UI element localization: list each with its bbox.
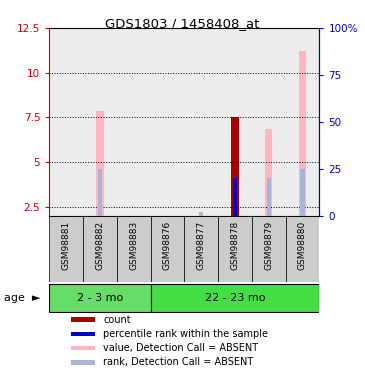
Text: percentile rank within the sample: percentile rank within the sample bbox=[103, 329, 268, 339]
Bar bbox=[233, 178, 237, 216]
Bar bbox=[218, 28, 252, 216]
Bar bbox=[83, 216, 117, 282]
Bar bbox=[71, 332, 95, 336]
Text: rank, Detection Call = ABSENT: rank, Detection Call = ABSENT bbox=[103, 357, 254, 367]
Text: GSM98883: GSM98883 bbox=[129, 221, 138, 270]
Bar bbox=[252, 28, 286, 216]
Bar bbox=[231, 117, 239, 216]
Bar bbox=[184, 28, 218, 216]
Bar bbox=[71, 346, 95, 351]
Bar bbox=[299, 51, 306, 216]
Text: GSM98878: GSM98878 bbox=[230, 221, 239, 270]
Bar bbox=[96, 111, 104, 216]
Bar bbox=[71, 317, 95, 322]
Bar bbox=[286, 216, 319, 282]
Bar bbox=[267, 178, 271, 216]
Bar bbox=[83, 28, 117, 216]
Bar bbox=[150, 28, 184, 216]
Bar bbox=[71, 360, 95, 364]
Bar bbox=[218, 216, 252, 282]
Text: count: count bbox=[103, 315, 131, 325]
Text: GSM98879: GSM98879 bbox=[264, 221, 273, 270]
Bar bbox=[150, 216, 184, 282]
Bar bbox=[265, 129, 272, 216]
Text: value, Detection Call = ABSENT: value, Detection Call = ABSENT bbox=[103, 343, 258, 353]
Text: 22 - 23 mo: 22 - 23 mo bbox=[205, 293, 265, 303]
Text: GSM98882: GSM98882 bbox=[95, 221, 104, 270]
Bar bbox=[49, 284, 150, 312]
Text: GSM98881: GSM98881 bbox=[62, 221, 71, 270]
Bar bbox=[49, 28, 83, 216]
Bar bbox=[286, 28, 319, 216]
Bar bbox=[117, 28, 150, 216]
Text: 2 - 3 mo: 2 - 3 mo bbox=[77, 293, 123, 303]
Bar bbox=[199, 212, 203, 216]
Bar bbox=[300, 169, 304, 216]
Text: GSM98877: GSM98877 bbox=[197, 221, 206, 270]
Bar bbox=[98, 169, 102, 216]
Text: age  ►: age ► bbox=[4, 293, 40, 303]
Text: GSM98876: GSM98876 bbox=[163, 221, 172, 270]
Bar bbox=[252, 216, 286, 282]
Bar bbox=[184, 216, 218, 282]
Bar bbox=[117, 216, 150, 282]
Bar bbox=[150, 284, 319, 312]
Text: GSM98880: GSM98880 bbox=[298, 221, 307, 270]
Bar bbox=[49, 216, 83, 282]
Text: GDS1803 / 1458408_at: GDS1803 / 1458408_at bbox=[105, 17, 260, 30]
